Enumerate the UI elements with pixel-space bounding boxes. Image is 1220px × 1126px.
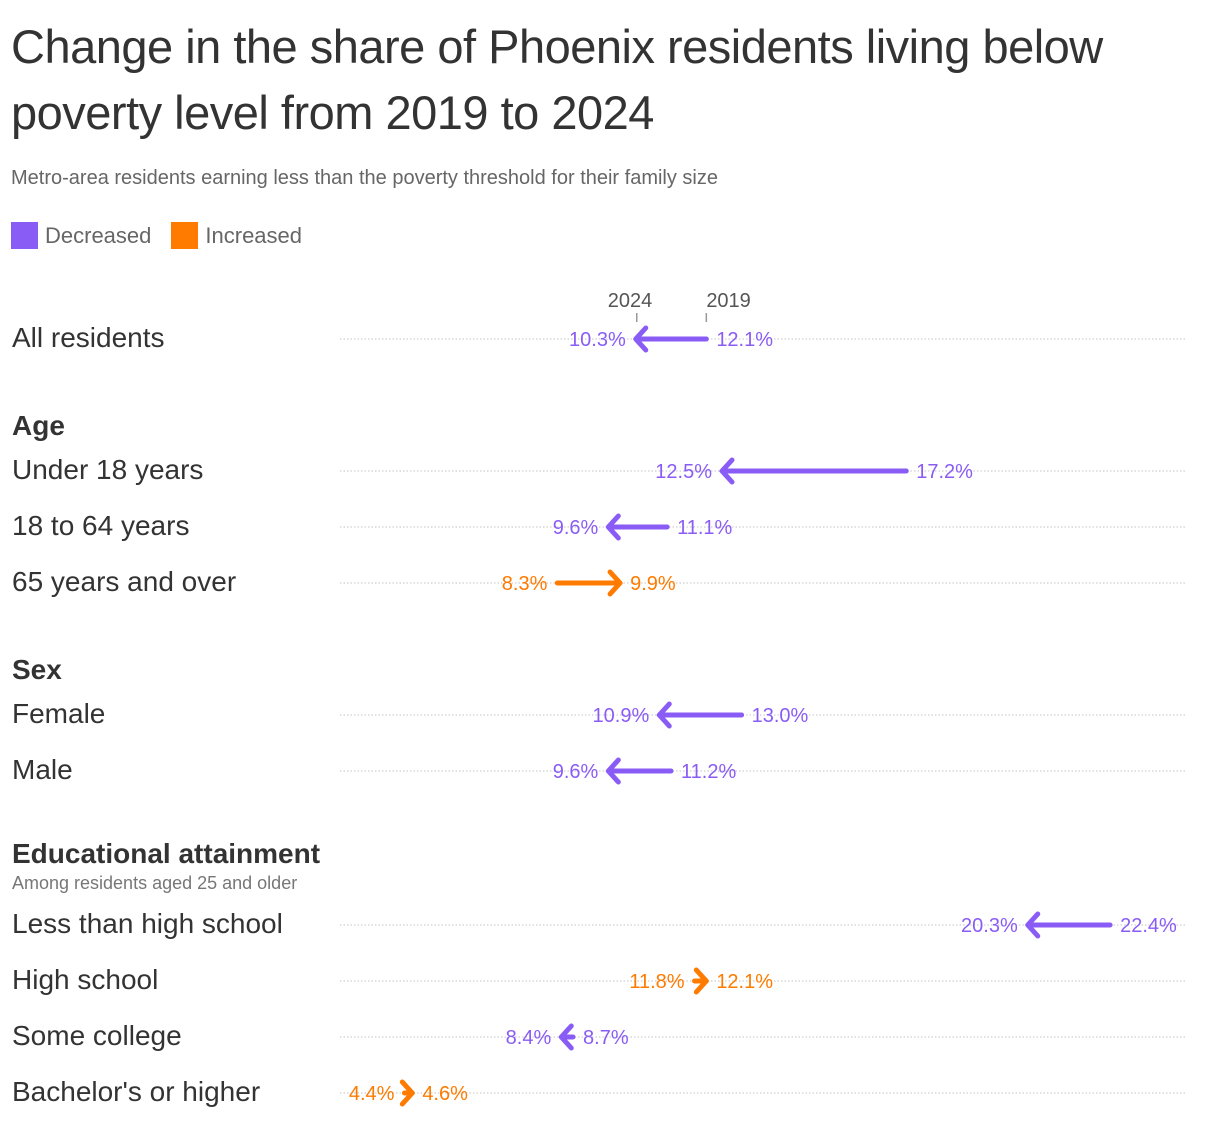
arrow-row: 9.6% 11.1% <box>340 513 1186 541</box>
value-label-left: 4.4% <box>349 1083 395 1105</box>
value-label-left: 20.3% <box>961 915 1018 937</box>
arrow-left-icon <box>605 513 621 541</box>
value-label-right: 8.7% <box>583 1027 629 1049</box>
group-heading-age: Age <box>12 410 65 441</box>
arrow-left-icon <box>1025 911 1041 939</box>
axis-year-labels: 2024 2019 <box>608 290 751 322</box>
arrow-row: 10.9% 13.0% <box>340 701 1186 729</box>
arrow-right-icon <box>399 1079 415 1107</box>
value-label-right: 11.1% <box>677 517 732 539</box>
axis-label-2024: 2024 <box>608 290 653 312</box>
arrow-row: 11.8% 12.1% <box>340 967 1186 995</box>
row-label-18-to-64: 18 to 64 years <box>12 510 190 541</box>
row-label-some-college: Some college <box>12 1020 182 1051</box>
legend-label-increased: Increased <box>205 222 303 248</box>
value-label-left: 9.6% <box>553 517 599 539</box>
value-label-right: 13.0% <box>752 705 809 727</box>
value-label-right: 22.4% <box>1120 915 1177 937</box>
arrow-row: 8.4% 8.7% <box>340 1023 1186 1051</box>
row-label-all-residents: All residents <box>12 322 165 353</box>
value-label-left: 12.5% <box>655 461 712 483</box>
value-label-right: 4.6% <box>422 1083 468 1105</box>
legend-swatch-decreased <box>11 222 38 249</box>
row-label-female: Female <box>12 698 106 729</box>
arrow-row: 10.3% 12.1% <box>340 325 1186 353</box>
arrow-right-icon <box>693 967 709 995</box>
arrow-left-icon <box>605 757 621 785</box>
row-label-less-than-hs: Less than high school <box>12 908 283 939</box>
legend: Decreased Increased <box>11 222 322 249</box>
value-label-left: 10.3% <box>569 329 626 351</box>
legend-label-decreased: Decreased <box>45 222 152 248</box>
arrow-row: 12.5% 17.2% <box>340 457 1186 485</box>
arrow-row: 4.4% 4.6% <box>340 1079 1186 1107</box>
group-heading-sex: Sex <box>12 654 62 685</box>
value-label-left: 9.6% <box>553 761 599 783</box>
value-label-right: 12.1% <box>716 329 773 351</box>
legend-item-increased: Increased <box>171 222 302 249</box>
chart-title: Change in the share of Phoenix residents… <box>11 20 1103 139</box>
value-label-right: 12.1% <box>716 971 773 993</box>
arrow-left-icon <box>656 701 672 729</box>
value-label-left: 11.8% <box>629 971 684 993</box>
value-label-right: 17.2% <box>916 461 973 483</box>
legend-swatch-increased <box>171 222 199 249</box>
arrow-left-icon <box>558 1023 574 1051</box>
row-label-under-18: Under 18 years <box>12 454 204 485</box>
legend-item-decreased: Decreased <box>11 222 151 249</box>
value-label-left: 8.3% <box>502 573 548 595</box>
arrow-rows: 10.3% 12.1% 12.5% 17.2% 9.6% 11.1% 8.3% 9.9% 10.… <box>340 325 1186 1107</box>
arrow-right-icon <box>607 569 623 597</box>
arrow-left-icon <box>633 325 649 353</box>
group-heading-education: Educational attainment <box>12 838 321 869</box>
axis-label-2019: 2019 <box>706 290 751 312</box>
value-label-left: 10.9% <box>593 705 650 727</box>
group-note-education: Among residents aged 25 and older <box>12 873 298 893</box>
arrow-row: 9.6% 11.2% <box>340 757 1186 785</box>
row-label-65-and-over: 65 years and over <box>12 566 237 597</box>
arrow-row: 20.3% 22.4% <box>340 911 1186 939</box>
value-label-right: 11.2% <box>681 761 736 783</box>
row-label-high-school: High school <box>12 964 159 995</box>
value-label-left: 8.4% <box>506 1027 552 1049</box>
row-label-bachelors: Bachelor's or higher <box>12 1076 261 1107</box>
arrow-row: 8.3% 9.9% <box>340 569 1186 597</box>
chart-subtitle: Metro-area residents earning less than t… <box>11 167 719 189</box>
arrow-left-icon <box>719 457 735 485</box>
row-label-male: Male <box>12 754 73 785</box>
value-label-right: 9.9% <box>630 573 676 595</box>
